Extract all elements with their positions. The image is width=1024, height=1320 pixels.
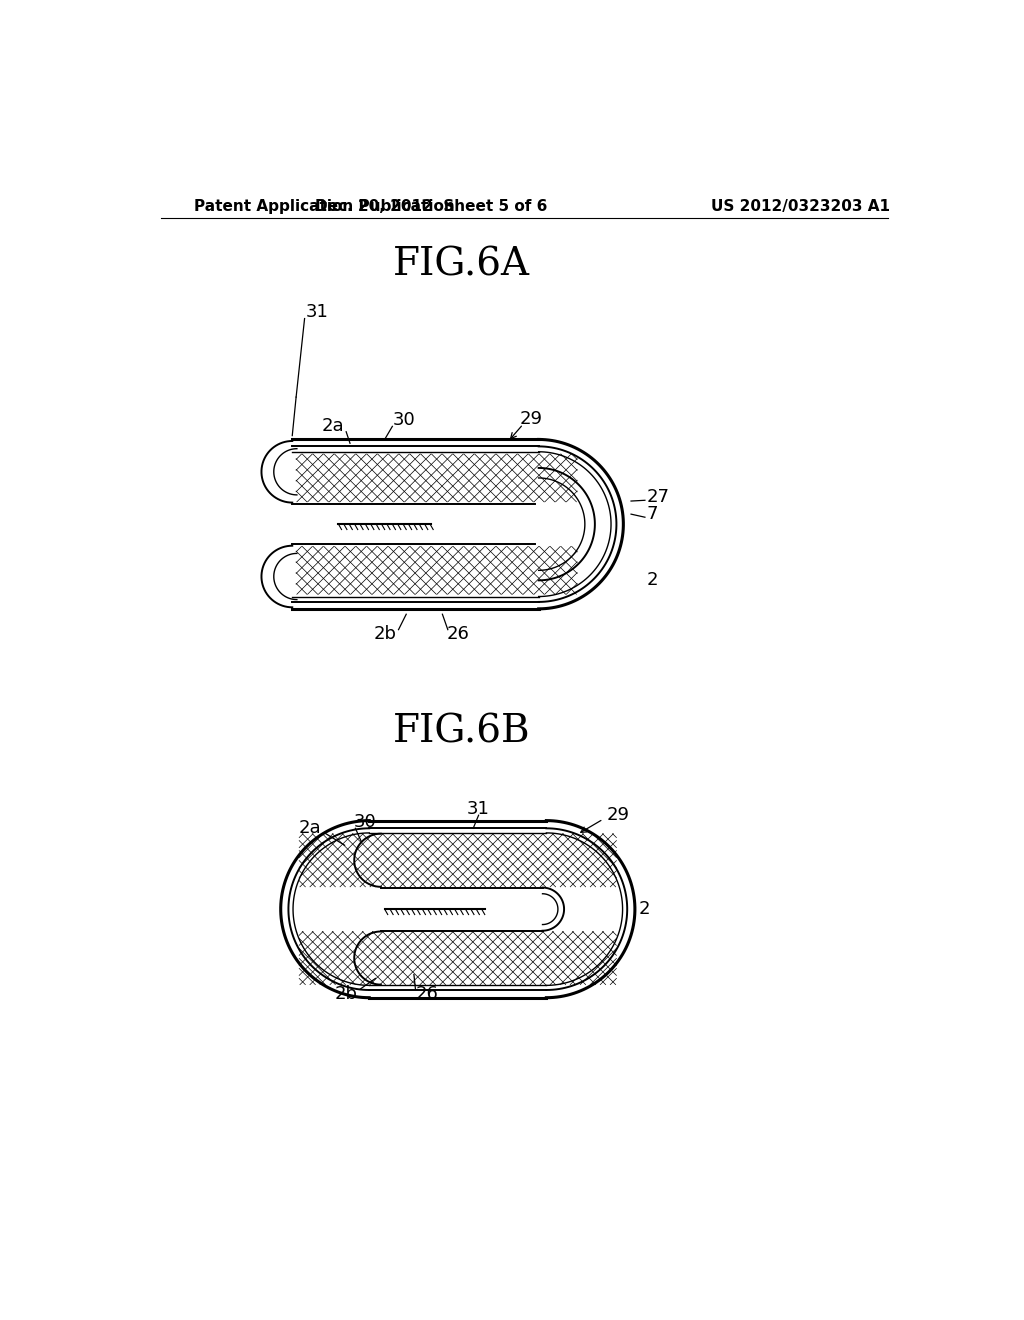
Text: 29: 29	[519, 409, 543, 428]
Text: 2a: 2a	[299, 820, 322, 837]
Text: 7: 7	[646, 506, 658, 523]
Text: 2: 2	[639, 900, 650, 919]
Text: 26: 26	[446, 626, 469, 643]
Text: 31: 31	[467, 800, 490, 818]
Text: FIG.6A: FIG.6A	[393, 246, 530, 284]
Text: Dec. 20, 2012  Sheet 5 of 6: Dec. 20, 2012 Sheet 5 of 6	[314, 198, 547, 214]
Text: 30: 30	[354, 813, 377, 832]
Text: 27: 27	[646, 488, 670, 506]
Text: US 2012/0323203 A1: US 2012/0323203 A1	[711, 198, 890, 214]
Text: 2b: 2b	[335, 985, 357, 1003]
Text: Patent Application Publication: Patent Application Publication	[194, 198, 455, 214]
Text: 31: 31	[306, 304, 329, 321]
Text: 29: 29	[606, 807, 630, 824]
Text: 2b: 2b	[373, 626, 396, 643]
Text: 2: 2	[646, 572, 658, 589]
Text: 26: 26	[416, 985, 438, 1003]
Text: FIG.6B: FIG.6B	[393, 714, 530, 751]
Text: 30: 30	[392, 412, 415, 429]
Text: 2a: 2a	[322, 417, 345, 436]
